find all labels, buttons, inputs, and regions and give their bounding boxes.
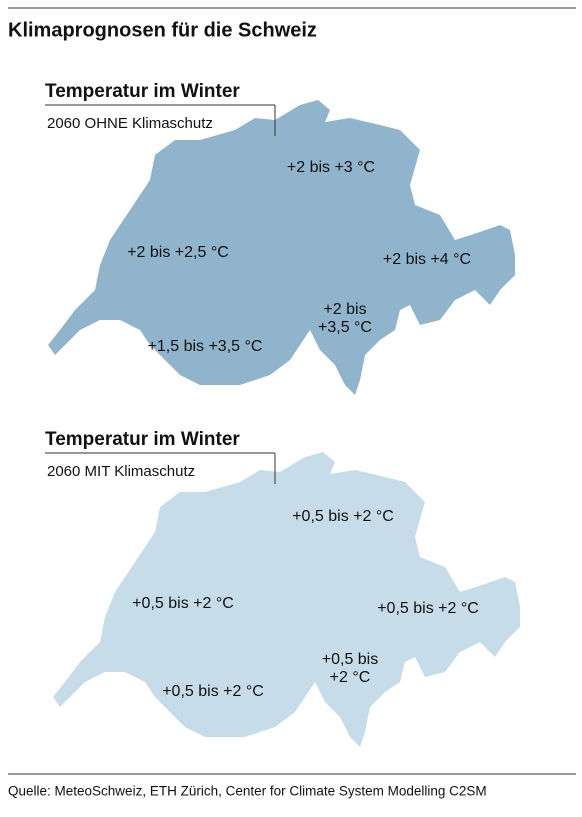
source: Quelle: MeteoSchweiz, ETH Zürich, Center… <box>8 784 487 799</box>
region-label: +2 °C <box>330 669 371 686</box>
region-label: +2 bis +2,5 °C <box>127 244 229 261</box>
region-label: +0,5 bis +2 °C <box>162 683 264 700</box>
map-heading: Temperatur im Winter <box>45 429 240 450</box>
region-label: +2 bis +3 °C <box>287 159 375 176</box>
region-label: +2 bis <box>323 301 366 318</box>
region-label: +0,5 bis +2 °C <box>132 595 234 612</box>
region-label: +1,5 bis +3,5 °C <box>148 338 263 355</box>
map-subheading: 2060 OHNE Klimaschutz <box>47 115 213 132</box>
title: Klimaprognosen für die Schweiz <box>8 19 317 41</box>
country-shape <box>48 100 515 395</box>
region-label: +0,5 bis +2 °C <box>292 508 394 525</box>
region-label: +2 bis +4 °C <box>383 251 471 268</box>
region-label: +0,5 bis <box>322 651 378 668</box>
region-label: +0,5 bis +2 °C <box>377 600 479 617</box>
map-subheading: 2060 MIT Klimaschutz <box>47 463 195 480</box>
map-heading: Temperatur im Winter <box>45 81 240 102</box>
region-label: +3,5 °C <box>318 319 372 336</box>
country-shape <box>53 452 520 747</box>
